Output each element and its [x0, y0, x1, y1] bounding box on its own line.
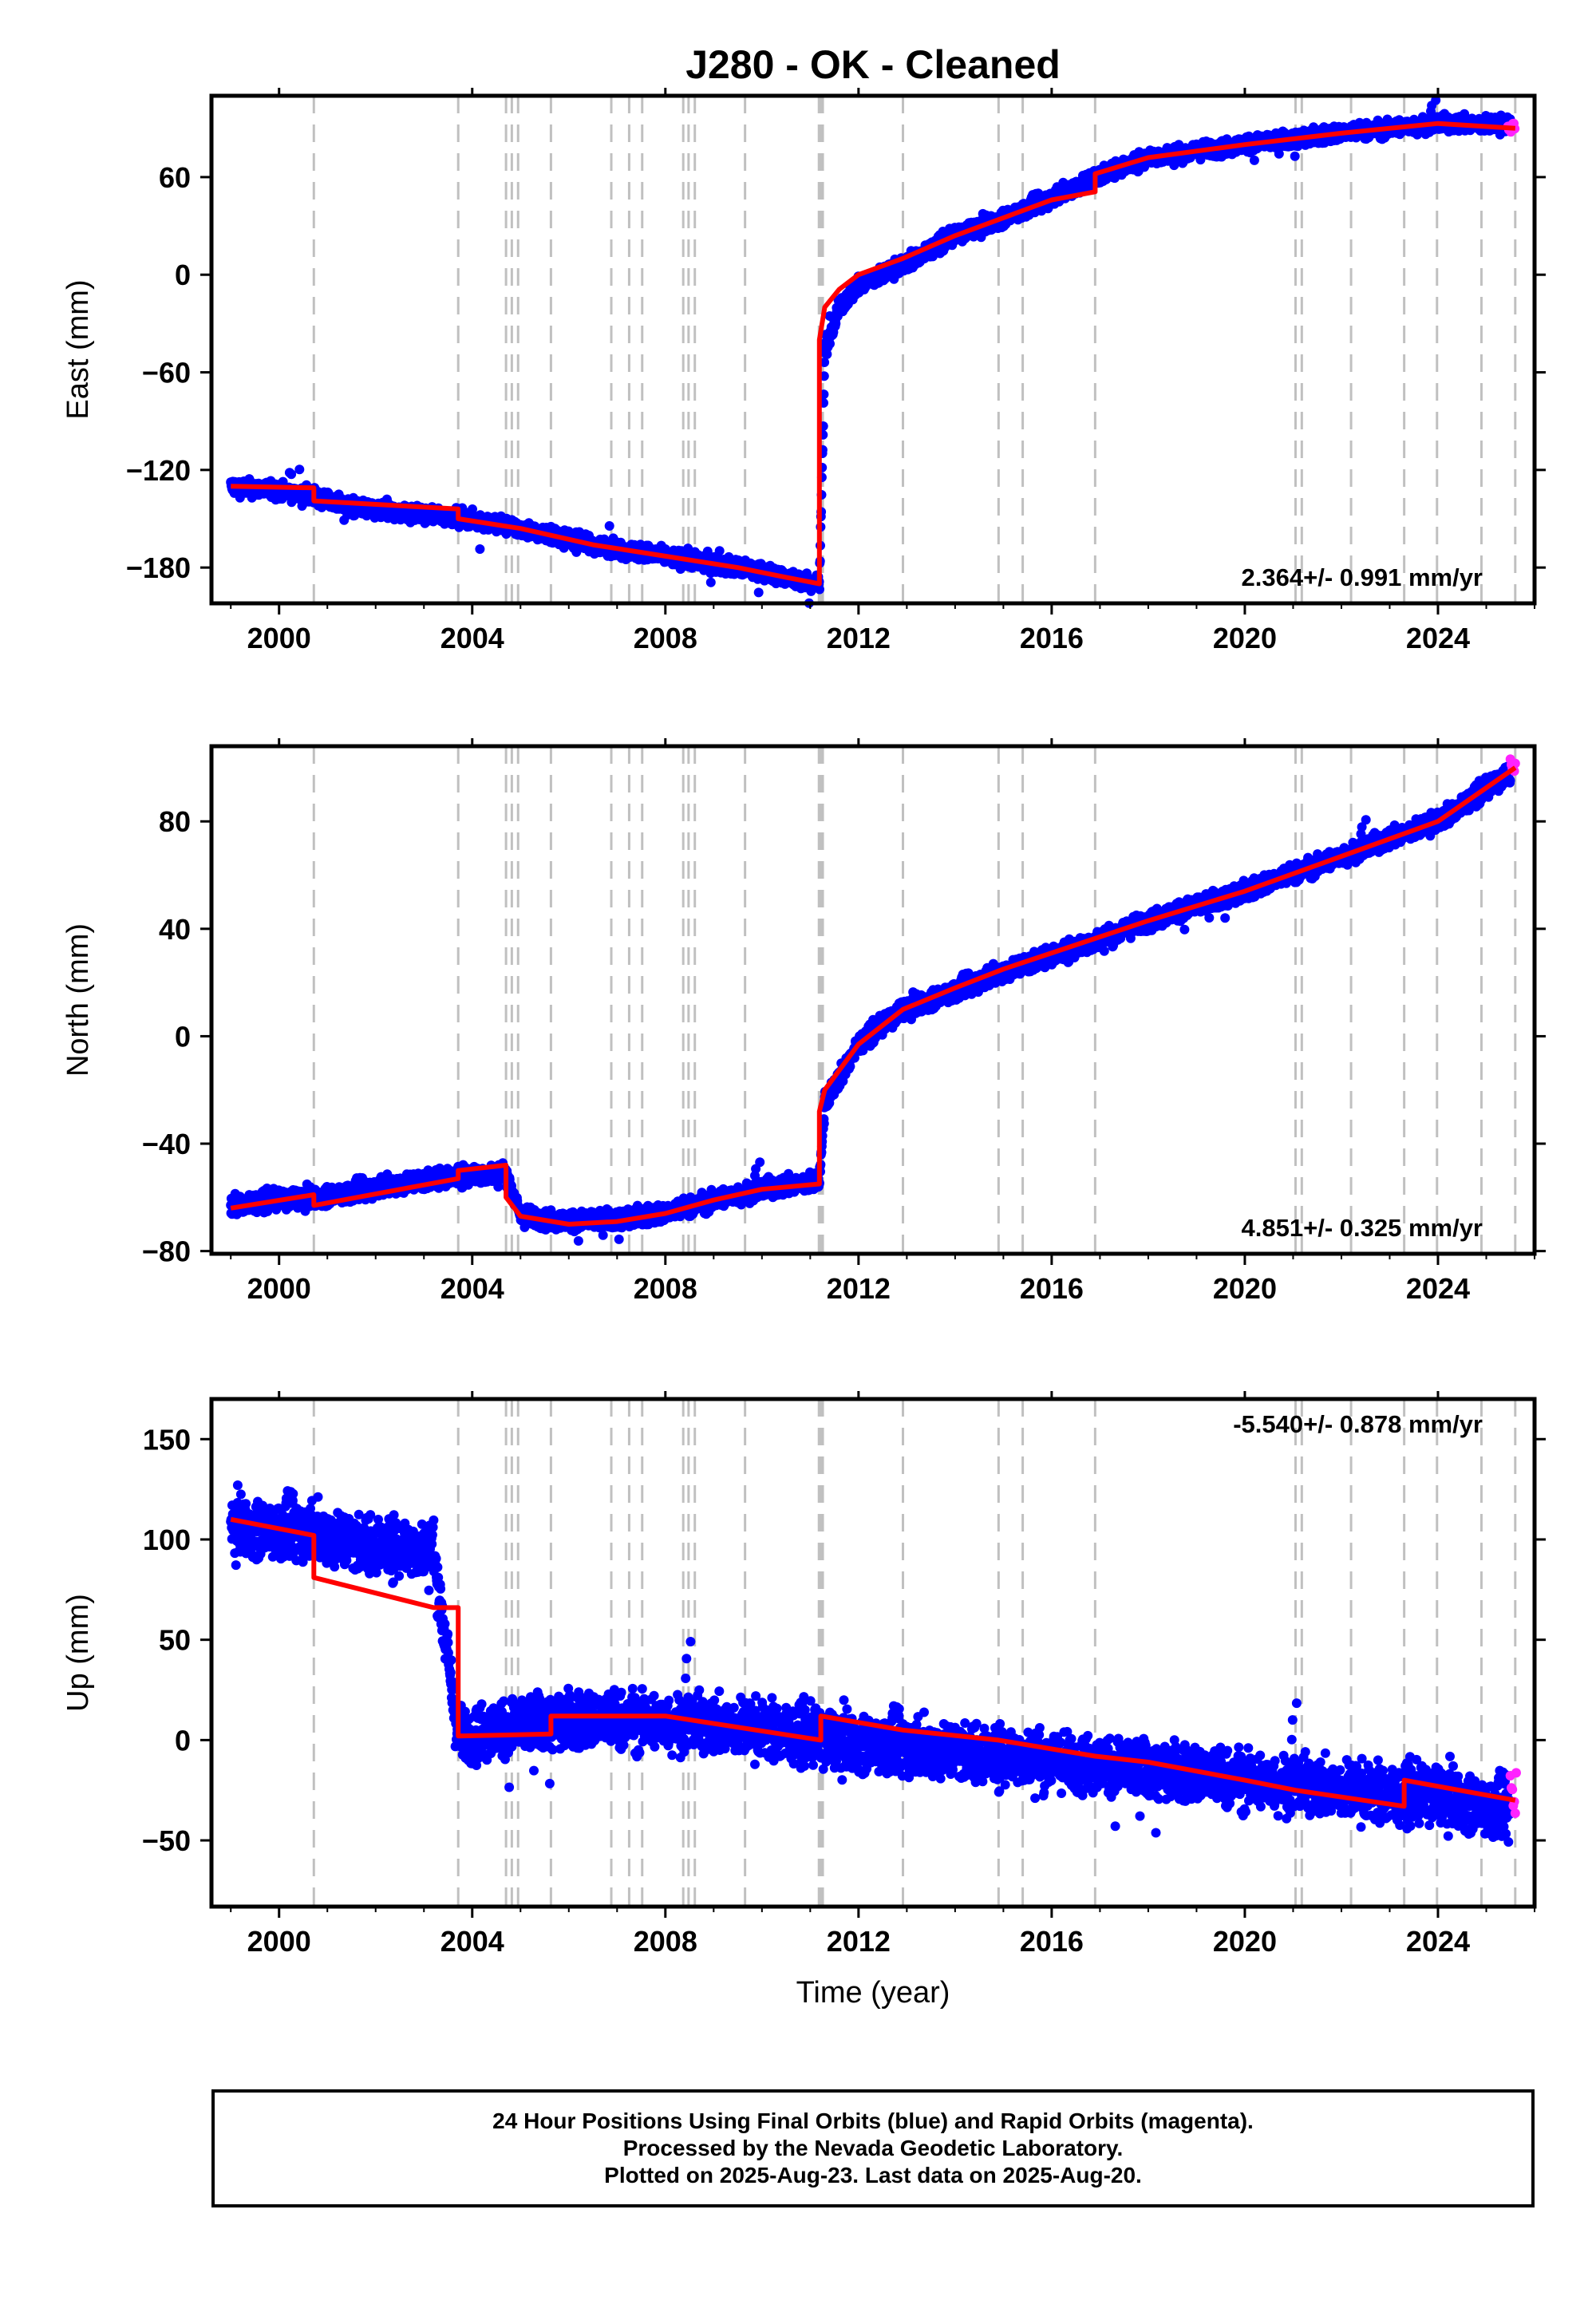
panel-north: 2000 2004 2008 2012 2016 2020 2024−80−4004080N… [61, 738, 1546, 1305]
north-points [226, 754, 1520, 1246]
final-orbit-point [1290, 151, 1300, 161]
final-orbit-point [705, 577, 716, 587]
panels: 2000 2004 2008 2012 2016 2020 2024 −180 −120 −60 0… [61, 88, 1546, 2010]
final-orbit-point [753, 587, 764, 598]
east-rate-label: 2.364+/- 0.991 mm/yr [1242, 563, 1483, 591]
y-tick-label: 60 [159, 161, 191, 194]
y-tick-label: −60 [142, 357, 191, 389]
y-tick-label: −120 [126, 454, 191, 487]
final-orbit-point [286, 469, 297, 480]
x-tick-label: 2004 [440, 622, 504, 654]
y-tick-label: 0 [175, 259, 191, 291]
final-orbit-point [714, 546, 725, 556]
chart-title: J280 - OK - Cleaned [685, 42, 1061, 87]
x-tick-label: 2008 [634, 622, 697, 654]
final-orbit-point [604, 521, 614, 531]
east-axis-label: East (mm) [61, 279, 95, 419]
east-points [226, 95, 1520, 608]
y-tick-label: −180 [126, 551, 191, 584]
final-orbit-point [1249, 155, 1259, 165]
final-orbit-point [294, 464, 305, 475]
x-tick-label: 2024 [1406, 622, 1470, 654]
x-tick-label: 2000 [247, 622, 311, 654]
final-orbit-point [475, 544, 485, 554]
x-tick-label: 2016 [1020, 622, 1084, 654]
x-tick-label: 2012 [827, 622, 891, 654]
panel-east: 2000 2004 2008 2012 2016 2020 2024 −180 −120 −60 0… [61, 88, 1546, 654]
x-tick-label: 2020 [1213, 622, 1277, 654]
